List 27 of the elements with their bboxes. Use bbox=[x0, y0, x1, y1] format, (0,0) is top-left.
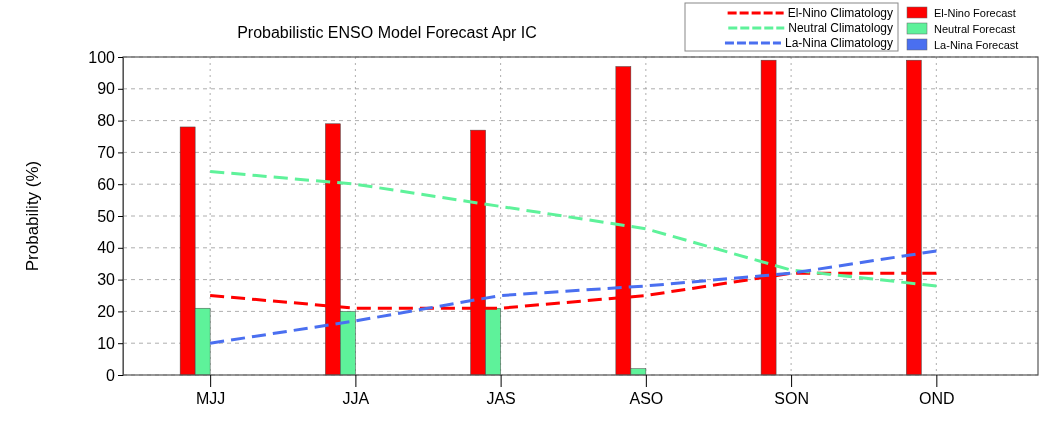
chart-title: Probabilistic ENSO Model Forecast Apr IC bbox=[237, 24, 537, 41]
legend-label: La-Nina Forecast bbox=[934, 39, 1019, 51]
y-tick-label: 90 bbox=[97, 80, 116, 98]
x-tick-label: JAS bbox=[486, 390, 516, 408]
y-tick-label: 20 bbox=[97, 303, 116, 321]
y-tick-label: 60 bbox=[97, 175, 116, 193]
y-tick-label: 0 bbox=[106, 366, 116, 384]
y-axis-title: Probability (%) bbox=[23, 160, 42, 272]
y-tick-label: 40 bbox=[97, 239, 116, 257]
legend-label: El-Nino Forecast bbox=[934, 7, 1016, 19]
y-tick-label: 100 bbox=[88, 48, 116, 66]
x-tick-label: OND bbox=[919, 390, 955, 408]
x-tick-label: JJA bbox=[342, 390, 370, 408]
y-tick-label: 70 bbox=[97, 144, 116, 162]
legend-label: Neutral Climatology bbox=[788, 21, 893, 35]
y-tick-label: 10 bbox=[97, 334, 116, 352]
x-tick-label: SON bbox=[774, 390, 809, 408]
line-series bbox=[208, 249, 938, 345]
x-tick-label: MJJ bbox=[195, 390, 226, 408]
line-series bbox=[208, 169, 938, 288]
y-tick-label: 80 bbox=[97, 112, 116, 130]
x-tick-label: ASO bbox=[629, 390, 664, 408]
legend-label: El-Nino Climatology bbox=[787, 6, 893, 20]
legend-label: Neutral Forecast bbox=[934, 23, 1016, 35]
legend-label: La-Nina Climatology bbox=[784, 36, 893, 50]
y-tick-label: 30 bbox=[97, 271, 116, 289]
y-tick-label: 50 bbox=[97, 207, 116, 225]
